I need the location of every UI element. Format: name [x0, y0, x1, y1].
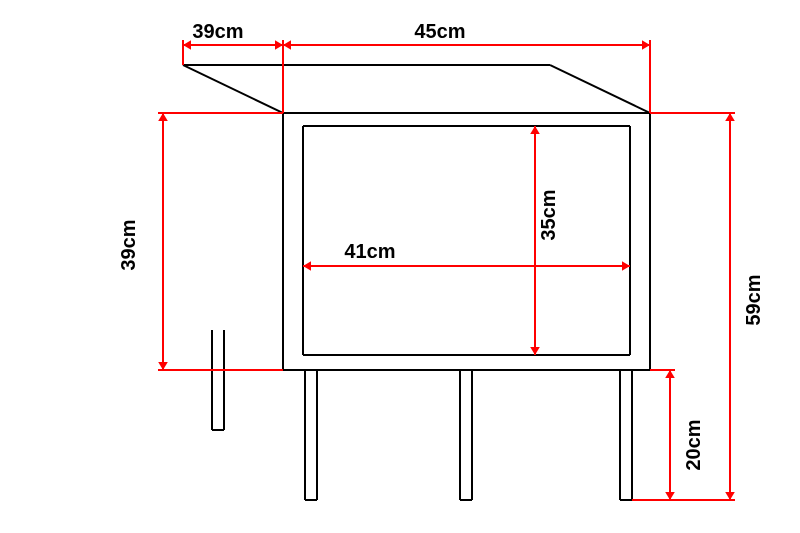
edge-top-left: [183, 65, 283, 113]
dim-height-left-label: 39cm: [118, 219, 140, 270]
dim-depth-label: 39cm: [192, 21, 243, 43]
technical-drawing: 39cm 45cm 39cm 41cm 35cm 20cm 59cm: [0, 0, 800, 533]
edge-top-right: [550, 65, 650, 113]
dim-width-label: 45cm: [414, 21, 465, 43]
dim-leg-height-label: 20cm: [683, 419, 705, 470]
dim-inner-height-label: 35cm: [538, 189, 560, 240]
dim-inner-width-label: 41cm: [344, 241, 395, 263]
dim-total-height-label: 59cm: [743, 274, 765, 325]
